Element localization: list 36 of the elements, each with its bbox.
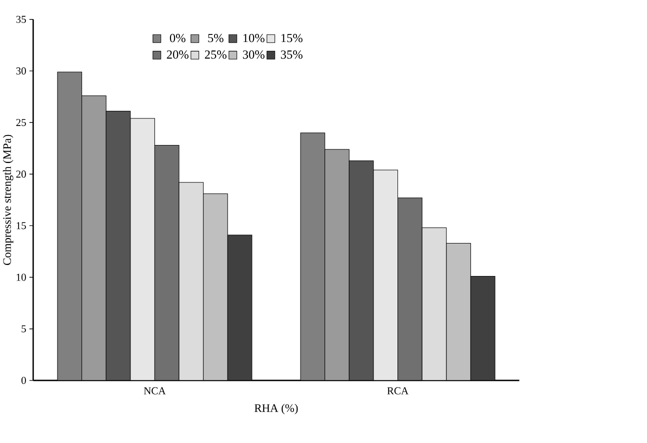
bar [57, 72, 82, 380]
y-tick-label: 35 [16, 16, 26, 23]
y-tick-label: 5 [22, 325, 26, 332]
x-tick-label: RCA [387, 387, 409, 394]
bar [300, 132, 326, 380]
bar [324, 149, 350, 380]
legend-label: 10% [243, 34, 264, 42]
y-tick-label: 10 [16, 274, 26, 281]
bar [203, 193, 228, 380]
bar [178, 182, 204, 380]
legend-label: 5% [208, 34, 224, 42]
legend-label: 20% [166, 50, 188, 59]
x-axis-title: RHA (%) [254, 404, 298, 414]
bar [130, 118, 155, 380]
y-axis-title: Compressive strength (MPa) [2, 134, 14, 266]
y-tick-label: 0 [21, 376, 26, 384]
bar [398, 198, 422, 380]
y-tick-label: 15 [16, 222, 26, 230]
y-tick-label: 25 [16, 119, 26, 126]
bar [446, 242, 471, 380]
bar [82, 95, 106, 380]
legend-label: 0% [170, 34, 186, 42]
y-tick-label: 20 [16, 170, 26, 178]
bar [106, 110, 131, 380]
legend-label: 35% [280, 50, 302, 59]
x-tick-label: NCA [144, 387, 166, 394]
bar [227, 234, 252, 380]
legend-label: 25% [204, 50, 226, 59]
legend-label: 15% [281, 34, 302, 42]
legend-label: 30% [242, 50, 264, 59]
y-tick-label: 30 [16, 67, 26, 75]
bar [470, 276, 496, 380]
bar [154, 144, 180, 380]
bar [348, 160, 374, 380]
bar [422, 228, 447, 380]
bar [373, 170, 398, 380]
